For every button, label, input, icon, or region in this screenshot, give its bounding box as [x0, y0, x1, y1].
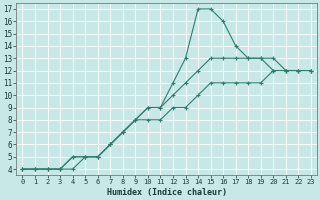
X-axis label: Humidex (Indice chaleur): Humidex (Indice chaleur)	[107, 188, 227, 197]
